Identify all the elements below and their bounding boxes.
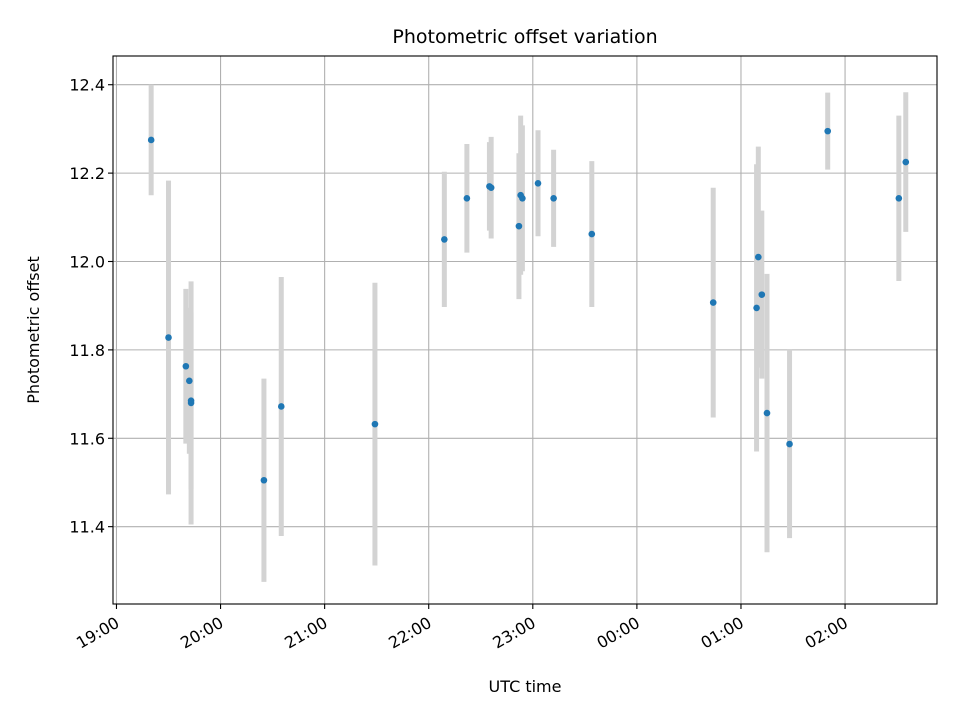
data-points	[147, 127, 910, 484]
x-tick-label: 21:00	[281, 613, 330, 653]
data-point	[550, 195, 557, 202]
data-point	[371, 420, 379, 428]
data-point	[755, 253, 762, 261]
data-point	[758, 291, 766, 298]
y-tick-label: 11.4	[69, 518, 105, 537]
data-point	[182, 362, 190, 370]
data-point	[187, 399, 195, 407]
grid	[113, 56, 937, 604]
data-point	[487, 184, 495, 191]
data-point	[786, 440, 793, 448]
data-point	[186, 377, 193, 385]
data-point	[763, 409, 771, 417]
x-tick-label: 01:00	[698, 613, 747, 653]
data-point	[260, 476, 268, 484]
data-point	[515, 222, 523, 230]
x-axis-label: UTC time	[489, 677, 562, 696]
y-tick-label: 11.6	[69, 429, 105, 448]
data-point	[824, 127, 832, 135]
x-tick-label: 02:00	[802, 613, 851, 653]
chart-title: Photometric offset variation	[392, 26, 657, 48]
data-point	[463, 195, 471, 202]
data-point	[895, 195, 903, 202]
x-tick-label: 19:00	[73, 613, 122, 653]
x-tick-label: 00:00	[593, 613, 642, 653]
y-axis-label: Photometric offset	[24, 256, 43, 404]
data-point	[534, 179, 542, 187]
y-tick-label: 12.2	[69, 164, 105, 183]
data-point	[277, 403, 285, 410]
data-point	[165, 334, 172, 341]
x-tick-label: 23:00	[489, 613, 538, 653]
data-point	[147, 136, 155, 144]
data-point	[441, 236, 448, 243]
data-point	[709, 299, 717, 306]
plot-frame	[112, 55, 938, 605]
data-point	[519, 195, 526, 202]
plot-background	[113, 56, 937, 604]
x-tick-label: 20:00	[177, 613, 226, 653]
y-tick-label: 11.8	[69, 341, 105, 360]
data-point	[588, 230, 596, 238]
y-tick-label: 12.0	[69, 253, 105, 272]
data-point	[753, 304, 760, 312]
data-point	[902, 158, 910, 166]
y-tick-label: 12.4	[69, 76, 105, 95]
x-tick-label: 22:00	[385, 613, 434, 653]
